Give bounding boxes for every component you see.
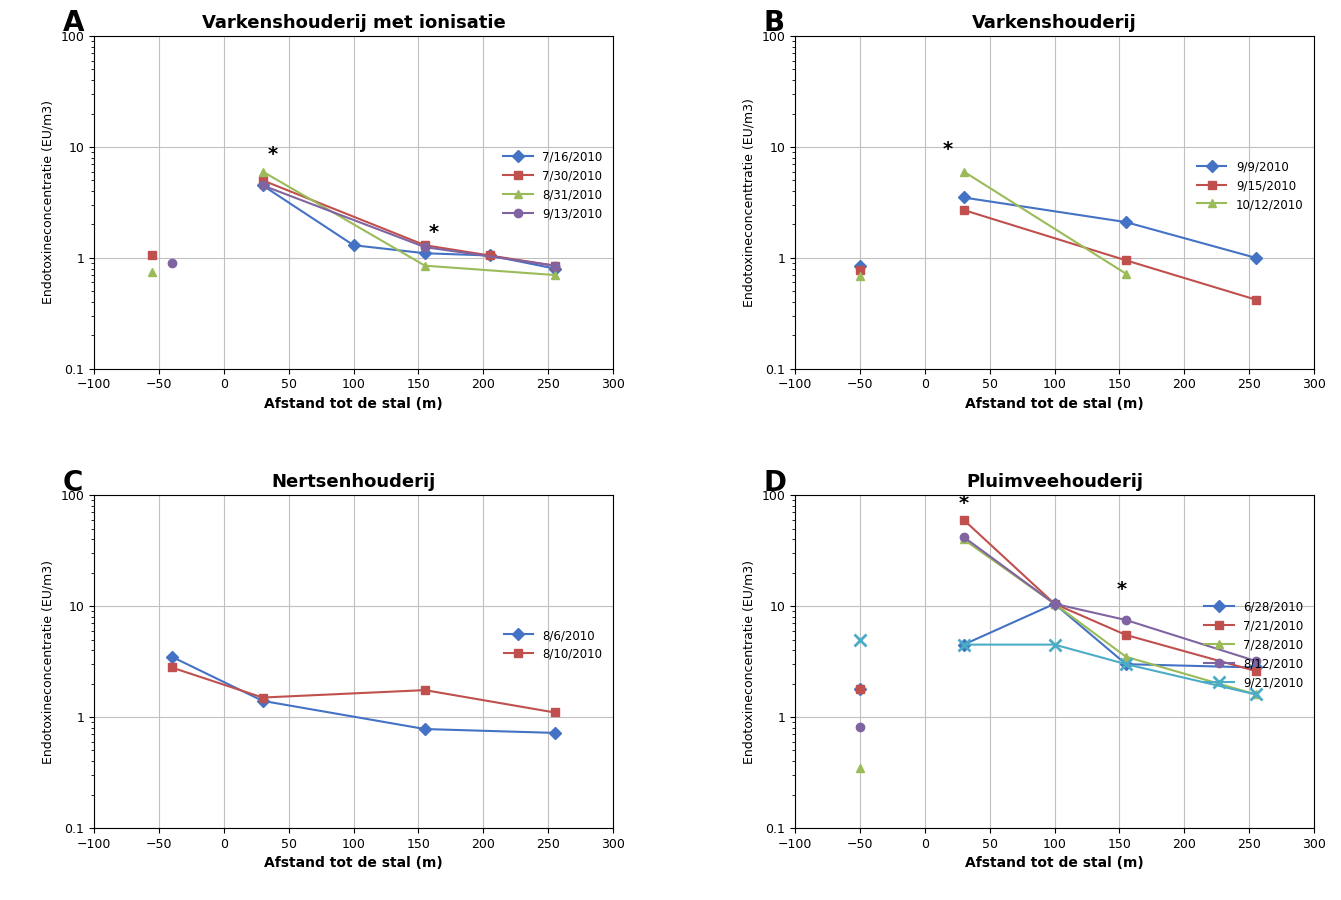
7/16/2010 [481, 250, 498, 261]
X-axis label: Afstand tot de stal (m): Afstand tot de stal (m) [966, 856, 1144, 870]
Line: 10/12/2010: 10/12/2010 [960, 167, 1130, 278]
8/12/2010 [1118, 615, 1134, 626]
Line: 9/21/2010: 9/21/2010 [957, 638, 1262, 701]
7/21/2010 [1046, 598, 1062, 609]
Text: *: * [429, 223, 439, 242]
8/6/2010 [417, 724, 433, 734]
Y-axis label: Endotoxineconcentratie (EU/m3): Endotoxineconcentratie (EU/m3) [743, 560, 756, 763]
9/21/2010 [1118, 659, 1134, 670]
Line: 7/30/2010: 7/30/2010 [259, 176, 559, 270]
Line: 9/13/2010: 9/13/2010 [259, 181, 559, 270]
7/30/2010 [547, 260, 563, 271]
8/12/2010 [1046, 598, 1062, 609]
9/9/2010 [1118, 217, 1134, 228]
9/13/2010 [547, 260, 563, 271]
Line: 7/21/2010: 7/21/2010 [960, 516, 1261, 675]
7/30/2010 [417, 239, 433, 250]
9/15/2010 [1118, 255, 1134, 266]
Y-axis label: Endotoxineconcenttratie (EU/m3): Endotoxineconcenttratie (EU/m3) [743, 98, 756, 307]
8/12/2010 [1247, 655, 1263, 666]
Title: Pluimveehouderij: Pluimveehouderij [966, 472, 1143, 490]
8/10/2010 [417, 685, 433, 696]
Text: *: * [959, 493, 968, 513]
9/21/2010 [956, 639, 972, 650]
Text: A: A [63, 9, 84, 38]
Line: 8/12/2010: 8/12/2010 [960, 533, 1261, 665]
Text: B: B [764, 9, 784, 38]
9/15/2010 [1247, 294, 1263, 305]
10/12/2010 [956, 166, 972, 177]
7/30/2010 [481, 250, 498, 261]
Line: 9/15/2010: 9/15/2010 [960, 206, 1261, 304]
10/12/2010 [1118, 268, 1134, 279]
7/16/2010 [547, 263, 563, 274]
9/15/2010 [956, 204, 972, 215]
Line: 7/16/2010: 7/16/2010 [259, 181, 559, 273]
Legend: 8/6/2010, 8/10/2010: 8/6/2010, 8/10/2010 [499, 625, 607, 666]
7/30/2010 [255, 175, 271, 185]
8/12/2010 [956, 532, 972, 543]
9/21/2010 [1247, 689, 1263, 700]
Line: 6/28/2010: 6/28/2010 [960, 599, 1261, 671]
7/21/2010 [956, 515, 972, 526]
X-axis label: Afstand tot de stal (m): Afstand tot de stal (m) [966, 397, 1144, 411]
9/13/2010 [417, 242, 433, 253]
Title: Varkenshouderij: Varkenshouderij [972, 14, 1137, 32]
Text: D: D [764, 469, 787, 497]
7/28/2010 [1118, 652, 1134, 662]
Line: 7/28/2010: 7/28/2010 [960, 536, 1261, 698]
Text: C: C [63, 469, 83, 497]
9/21/2010 [1046, 639, 1062, 650]
Line: 8/10/2010: 8/10/2010 [168, 663, 559, 716]
7/16/2010 [255, 180, 271, 191]
Text: *: * [943, 140, 953, 159]
8/6/2010 [255, 696, 271, 706]
Legend: 7/16/2010, 7/30/2010, 8/31/2010, 9/13/2010: 7/16/2010, 7/30/2010, 8/31/2010, 9/13/20… [499, 146, 607, 225]
X-axis label: Afstand tot de stal (m): Afstand tot de stal (m) [264, 397, 443, 411]
8/6/2010 [164, 652, 180, 662]
Line: 8/31/2010: 8/31/2010 [259, 167, 559, 279]
Title: Nertsenhouderij: Nertsenhouderij [271, 472, 436, 490]
7/16/2010 [346, 239, 362, 250]
9/9/2010 [1247, 252, 1263, 263]
6/28/2010 [1247, 662, 1263, 673]
Line: 9/9/2010: 9/9/2010 [960, 194, 1261, 262]
7/21/2010 [1247, 666, 1263, 677]
8/31/2010 [417, 260, 433, 271]
8/6/2010 [547, 727, 563, 738]
Y-axis label: Endotoxineconcentratie (EU/m3): Endotoxineconcentratie (EU/m3) [42, 101, 55, 304]
7/28/2010 [1247, 689, 1263, 700]
8/10/2010 [255, 692, 271, 703]
6/28/2010 [956, 639, 972, 650]
9/13/2010 [255, 180, 271, 191]
7/16/2010 [417, 248, 433, 258]
X-axis label: Afstand tot de stal (m): Afstand tot de stal (m) [264, 856, 443, 870]
7/28/2010 [956, 534, 972, 544]
7/21/2010 [1118, 630, 1134, 641]
9/9/2010 [956, 192, 972, 202]
Legend: 9/9/2010, 9/15/2010, 10/12/2010: 9/9/2010, 9/15/2010, 10/12/2010 [1192, 156, 1309, 216]
Line: 8/6/2010: 8/6/2010 [168, 652, 559, 737]
7/28/2010 [1046, 598, 1062, 609]
Y-axis label: Endotoxineconcentratie (EU/m3): Endotoxineconcentratie (EU/m3) [42, 560, 55, 763]
Text: *: * [268, 145, 278, 165]
8/10/2010 [547, 707, 563, 718]
8/31/2010 [547, 270, 563, 281]
8/10/2010 [164, 662, 180, 673]
6/28/2010 [1046, 598, 1062, 609]
Legend: 6/28/2010, 7/21/2010, 7/28/2010, 8/12/2010, 9/21/2010: 6/28/2010, 7/21/2010, 7/28/2010, 8/12/20… [1200, 596, 1309, 694]
6/28/2010 [1118, 659, 1134, 670]
Text: *: * [1117, 580, 1126, 599]
Title: Varkenshouderij met ionisatie: Varkenshouderij met ionisatie [201, 14, 506, 32]
8/31/2010 [255, 166, 271, 177]
